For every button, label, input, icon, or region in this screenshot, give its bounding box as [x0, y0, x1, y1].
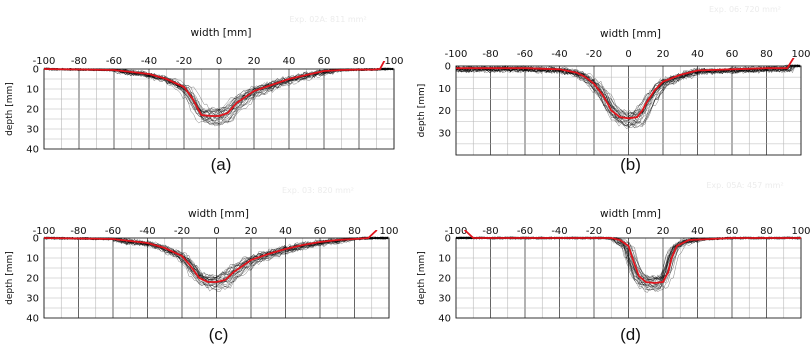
- plot-frame: [455, 237, 802, 319]
- panel-letter: (a): [211, 155, 232, 174]
- panel-c: -100 -80 -60 -40 -20 0 20 40 60 80 100 0 10 20 30 40 wid…: [5, 186, 399, 344]
- y-tick-label: 0: [33, 65, 39, 76]
- x-tick-label: -40: [551, 226, 567, 237]
- panel-d: -100 -80 -60 -40 -20 0 20 40 60 80 100 0 10 20 30 40 wid…: [417, 181, 811, 344]
- y-tick-label: 20: [438, 274, 451, 285]
- x-tick-label: -100: [33, 56, 56, 67]
- y-tick-label: 40: [26, 145, 39, 156]
- fit-group: [44, 61, 386, 117]
- x-tick-label: 40: [691, 226, 704, 237]
- fit-group: [44, 230, 378, 283]
- panel-letter: (b): [620, 155, 641, 174]
- x-tick-label: 0: [213, 226, 219, 237]
- y-tick-label: 30: [26, 294, 39, 305]
- x-axis-label: width [mm]: [600, 28, 661, 40]
- y-tick-label: 40: [438, 314, 451, 325]
- x-tick-label: -60: [105, 226, 121, 237]
- mean-profile-line: [463, 230, 801, 284]
- x-tick-label: 60: [318, 56, 331, 67]
- x-axis-label: width [mm]: [600, 208, 661, 220]
- experiment-label: Exp. 02A: 811 mm²: [289, 15, 366, 24]
- x-tick-label: -80: [482, 49, 498, 60]
- x-tick-label: 100: [384, 56, 403, 67]
- y-axis-label: depth [mm]: [5, 82, 15, 136]
- experiment-label: Exp. 03: 820 mm²: [282, 186, 354, 195]
- x-tick-label: 0: [625, 226, 631, 237]
- panel-b: -100 -80 -60 -40 -20 0 20 40 60 80 100 0 10 20 30 width…: [417, 5, 811, 174]
- x-tick-label: 40: [691, 49, 704, 60]
- panel-letter: (c): [209, 325, 229, 344]
- mean-profile-line: [456, 58, 795, 120]
- x-tick-label: -80: [70, 226, 86, 237]
- x-tick-label: 20: [657, 226, 670, 237]
- x-tick-label: -100: [445, 49, 468, 60]
- x-tick-label: -100: [33, 226, 56, 237]
- y-axis-label: depth [mm]: [417, 251, 427, 305]
- y-tick-label: 0: [445, 234, 451, 245]
- mean-profile-line: [44, 230, 378, 283]
- x-tick-label: 20: [245, 226, 258, 237]
- y-tick-label: 10: [26, 85, 39, 96]
- y-tick-label: 30: [26, 125, 39, 136]
- x-tick-label: 60: [726, 226, 739, 237]
- y-tick-label: 20: [26, 105, 39, 116]
- plot-frame: [43, 68, 395, 150]
- x-tick-label: 0: [625, 49, 631, 60]
- plot-frame: [455, 65, 802, 156]
- experiment-label: Exp. 05A: 457 mm²: [706, 181, 783, 190]
- x-tick-label: 80: [760, 226, 773, 237]
- x-tick-label: -60: [517, 226, 533, 237]
- x-tick-label: -60: [517, 49, 533, 60]
- x-tick-label: -20: [176, 56, 192, 67]
- x-tick-label: 20: [248, 56, 261, 67]
- plot-frame: [43, 237, 390, 319]
- y-axis-label: depth [mm]: [417, 84, 427, 138]
- y-tick-label: 0: [33, 234, 39, 245]
- y-tick-label: 10: [438, 254, 451, 265]
- y-tick-label: 10: [26, 254, 39, 265]
- x-tick-label: 80: [348, 226, 361, 237]
- x-tick-label: 0: [216, 56, 222, 67]
- y-tick-label: 10: [438, 84, 451, 95]
- fit-group: [456, 58, 795, 120]
- x-tick-label: -40: [139, 226, 155, 237]
- x-tick-label: 80: [760, 49, 773, 60]
- x-tick-label: 40: [279, 226, 292, 237]
- x-tick-label: -20: [586, 49, 602, 60]
- x-tick-label: 100: [791, 49, 810, 60]
- x-tick-label: -20: [586, 226, 602, 237]
- x-axis-label: width [mm]: [188, 208, 249, 220]
- x-tick-label: -100: [445, 226, 468, 237]
- experiment-label: Exp. 06: 720 mm²: [709, 5, 781, 14]
- panel-letter: (d): [620, 325, 641, 344]
- x-tick-label: -40: [141, 56, 157, 67]
- x-tick-label: 80: [353, 56, 366, 67]
- fit-group: [463, 230, 801, 284]
- measured-profile-line: [456, 236, 801, 280]
- x-tick-label: 40: [283, 56, 296, 67]
- mean-profile-line: [44, 61, 386, 117]
- x-tick-label: 60: [726, 49, 739, 60]
- x-tick-label: -60: [106, 56, 122, 67]
- x-tick-label: 100: [791, 226, 810, 237]
- y-tick-label: 20: [438, 106, 451, 117]
- x-tick-label: -20: [174, 226, 190, 237]
- x-tick-label: 60: [314, 226, 327, 237]
- y-axis-label: depth [mm]: [5, 251, 15, 305]
- x-tick-label: 100: [379, 226, 398, 237]
- x-tick-label: -80: [482, 226, 498, 237]
- x-tick-label: -80: [71, 56, 87, 67]
- x-tick-label: -40: [551, 49, 567, 60]
- x-tick-label: 20: [657, 49, 670, 60]
- panel-a: -100 -80 -60 -40 -20 0 20 40 60 80 100 0 10 20 30 40 wid…: [5, 15, 404, 174]
- x-axis-label: width [mm]: [191, 27, 252, 39]
- y-tick-label: 30: [438, 128, 451, 139]
- y-tick-label: 20: [26, 274, 39, 285]
- y-tick-label: 0: [445, 62, 451, 73]
- y-tick-label: 30: [438, 294, 451, 305]
- y-tick-label: 40: [26, 314, 39, 325]
